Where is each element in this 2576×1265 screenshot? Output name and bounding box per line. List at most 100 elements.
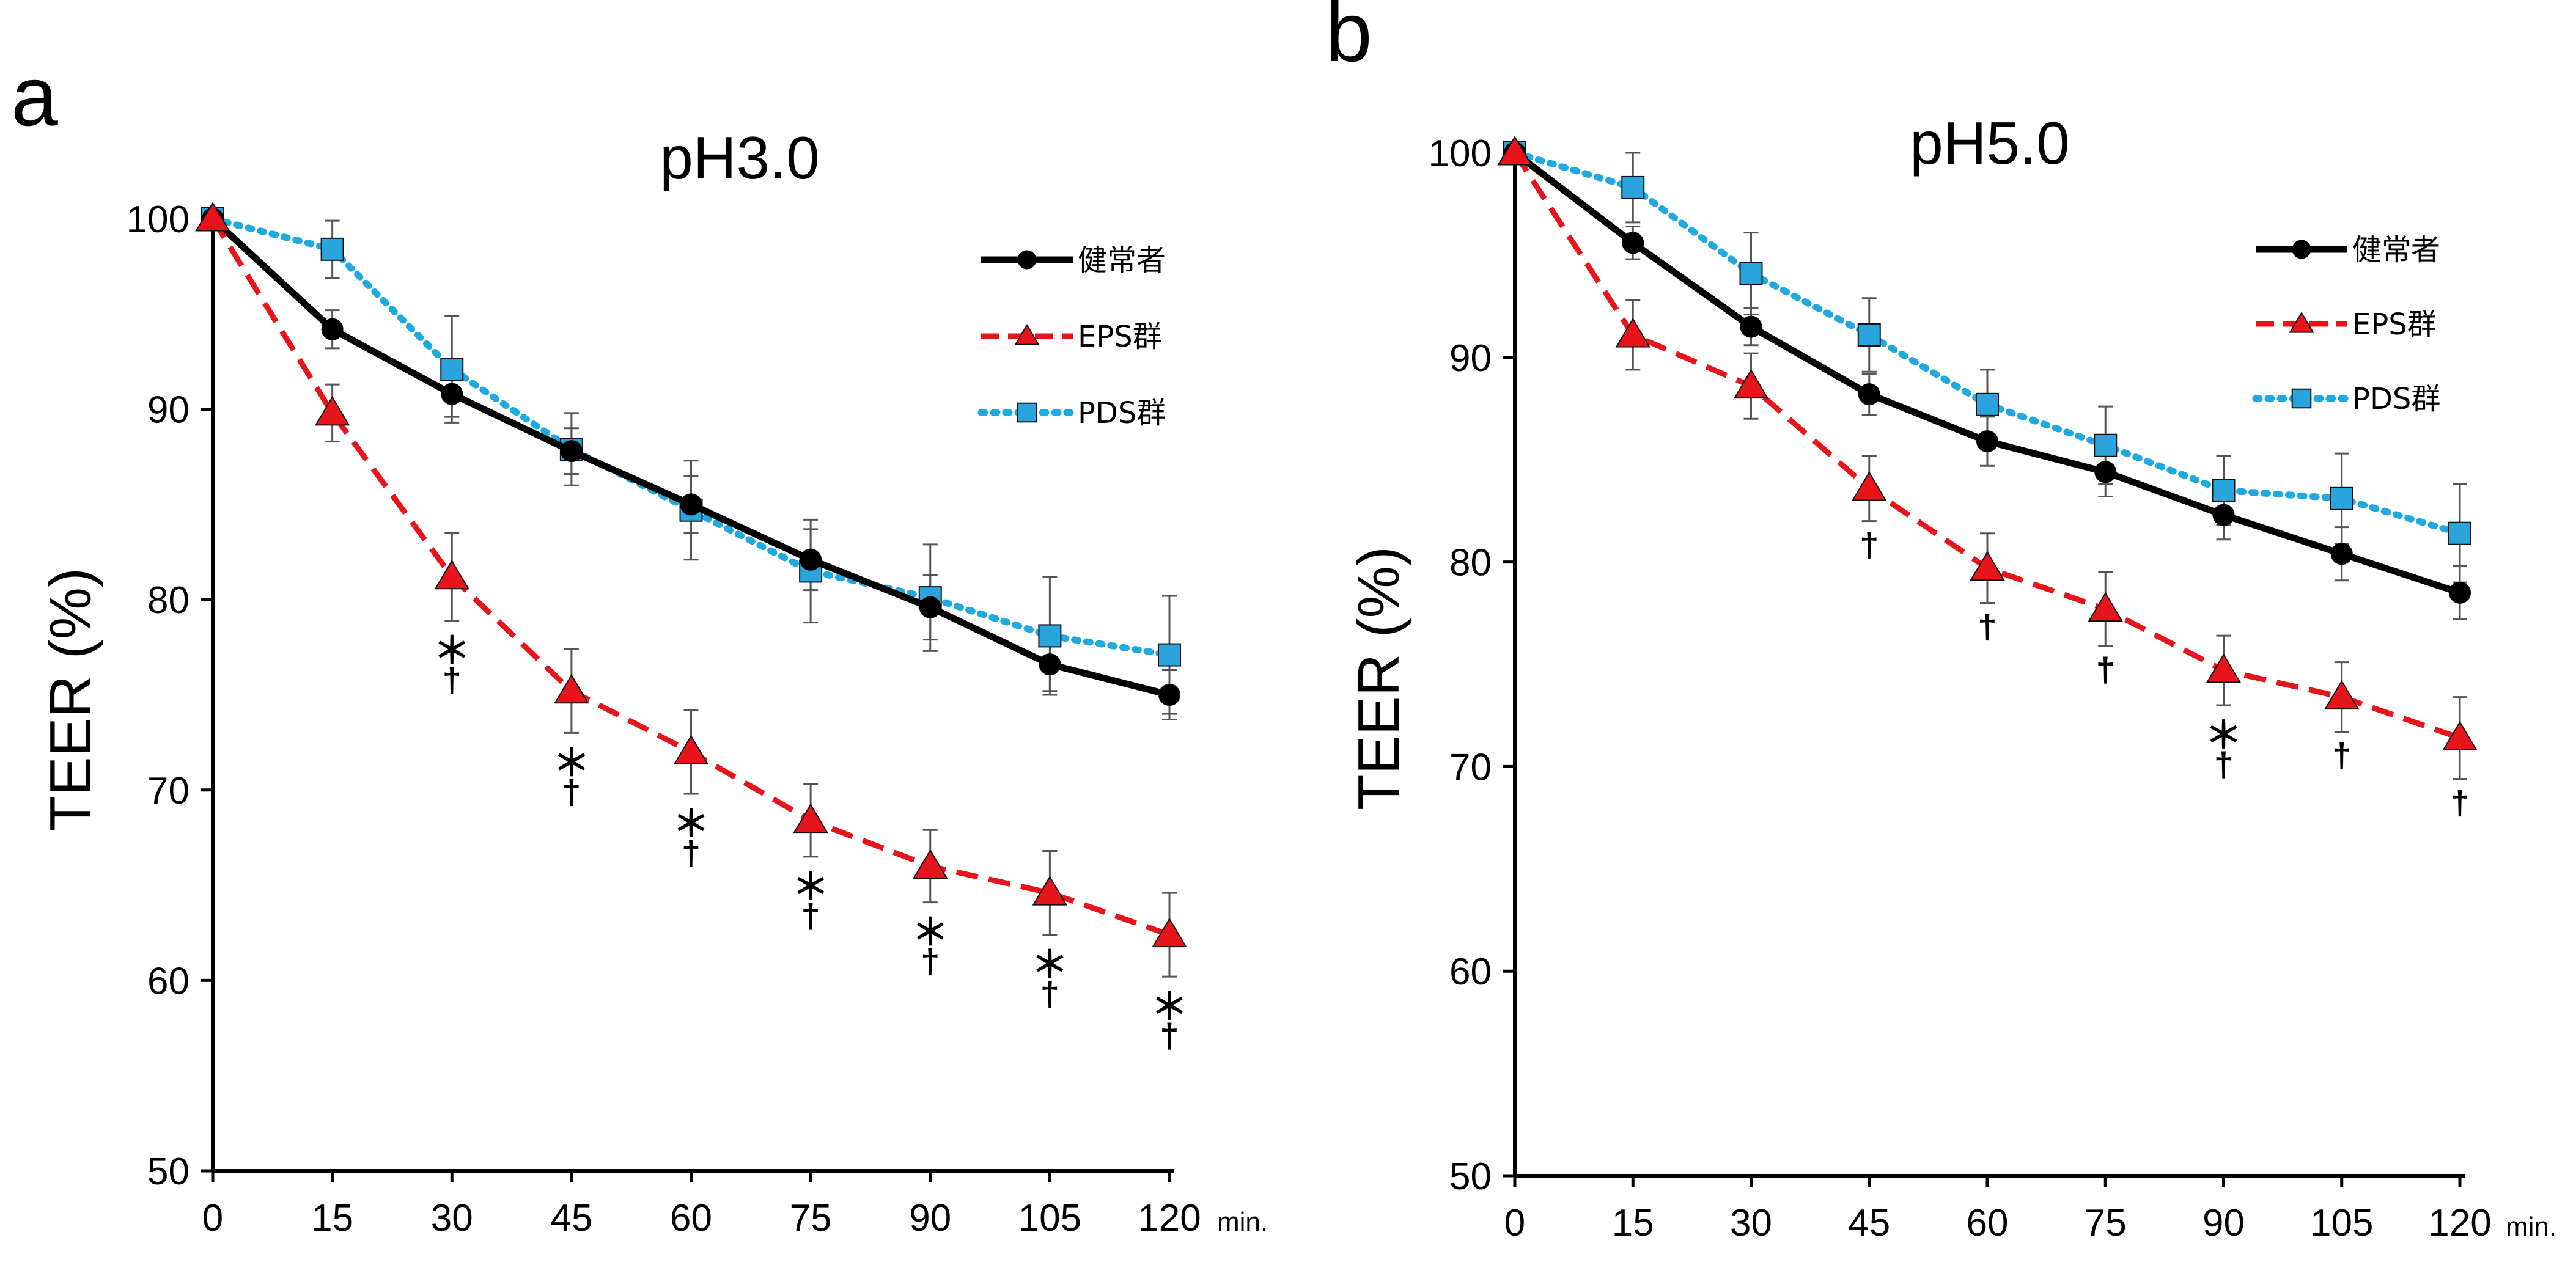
panel-b-healthy-point <box>1740 315 1762 338</box>
panel-b-legend-pds-label: PDS群 <box>2352 382 2440 416</box>
panel-a-y-tick-label: 60 <box>147 960 190 1002</box>
panel-b-pds-point <box>2330 486 2353 510</box>
panel-b-eps-point <box>1733 369 1769 399</box>
panel-b-eps-point <box>1615 318 1651 348</box>
panel-a-pds-point <box>1158 643 1181 667</box>
panel-b-healthy-point <box>2449 581 2471 604</box>
panel-a-asterisk-annotation: ＊ <box>1151 986 1188 1027</box>
panel-b-healthy-point <box>1858 383 1880 406</box>
panel-a-x-tick-label: 120 <box>1138 1197 1201 1239</box>
panel-b-x-tick-label: 45 <box>1848 1202 1890 1244</box>
panel-b-x-tick-label: 15 <box>1612 1202 1654 1244</box>
panel-b-eps-point <box>2442 721 2478 751</box>
panel-b-x-tick-label: 90 <box>2202 1202 2245 1244</box>
panel-a-legend-eps-marker <box>1014 323 1040 345</box>
panel-b-ylabel: TEER (%) <box>1346 546 1411 810</box>
panel-a-eps-point <box>314 395 350 426</box>
panel-a-dagger-annotation: † <box>1040 975 1059 1013</box>
panel-b-pds-point <box>2448 521 2471 545</box>
panel-b-dagger-annotation: † <box>2096 650 2115 689</box>
panel-b-eps-point <box>1970 551 2005 581</box>
panel-b-y-tick-label: 60 <box>1449 951 1492 993</box>
panel-a-y-tick-label: 80 <box>147 579 190 622</box>
panel-a-healthy-point <box>560 440 583 463</box>
panel-a-eps-point <box>912 849 948 879</box>
panel-b-x-unit-label: min. <box>2506 1212 2556 1242</box>
panel-a-asterisk-annotation: ＊ <box>912 912 949 953</box>
panel-b-healthy-point <box>1976 430 1998 453</box>
panel-a-healthy-point <box>680 493 702 516</box>
panel-b-y-tick-label: 100 <box>1429 133 1492 175</box>
panel-b-pds-point <box>1739 262 1763 285</box>
panel-a-eps-point <box>673 735 709 765</box>
panel-b-x-tick-label: 0 <box>1504 1202 1525 1244</box>
panel-a-healthy-point <box>1158 684 1180 706</box>
panel-b-dagger-annotation: † <box>2332 736 2351 774</box>
panel-a-pds-point <box>320 237 344 261</box>
panel-b-pds-point <box>2094 433 2118 457</box>
panel-b-x-tick-label: 120 <box>2428 1202 2491 1244</box>
panel-a-asterisk-annotation: ＊ <box>792 867 829 908</box>
panel-a-legend-healthy-label: 健常者 <box>1078 243 1166 277</box>
panel-a-dagger-annotation: † <box>562 772 581 811</box>
panel-a-asterisk-annotation: ＊ <box>433 630 470 671</box>
panel-b-eps-point <box>2206 653 2242 683</box>
panel-b-legend-healthy-label: 健常者 <box>2352 233 2440 267</box>
panel-b-title: pH5.0 <box>1910 109 2070 177</box>
panel-a-dagger-annotation: † <box>682 834 701 872</box>
panel-b-eps-point <box>1497 136 1533 166</box>
panel-a-legend-pds-marker <box>1017 402 1037 423</box>
panel-b-healthy-point <box>1622 232 1644 254</box>
panel-a-x-tick-label: 30 <box>431 1197 473 1239</box>
panel-a-healthy-point <box>1039 653 1061 676</box>
panel-a-dagger-annotation: † <box>801 897 820 935</box>
panel-a-healthy-point <box>441 383 463 405</box>
panel-a-legend-healthy-marker <box>1017 250 1037 270</box>
panel-b-x-tick-label: 60 <box>1967 1202 2009 1244</box>
panel-a-healthy-point <box>800 548 822 571</box>
panel-a-label: a <box>11 50 58 144</box>
panel-a-ylabel: TEER (%) <box>38 568 103 832</box>
panel-b-legend-healthy-marker <box>2292 240 2311 259</box>
panel-b-y-tick-label: 80 <box>1449 542 1492 584</box>
panel-b-x-tick-label: 75 <box>2085 1202 2127 1244</box>
panel-a-pds-point <box>1038 624 1062 648</box>
panel-b-asterisk-annotation: ＊ <box>2206 715 2242 756</box>
panel-a-eps-point <box>195 202 230 232</box>
panel-b-dagger-annotation: † <box>1860 526 1879 564</box>
panel-b-x-tick-label: 30 <box>1730 1202 1772 1244</box>
panel-a-dagger-annotation: † <box>921 942 940 981</box>
panel-a-eps-point <box>434 559 470 590</box>
panel-a-pds-series-line <box>209 215 1173 659</box>
panel-b-y-tick-label: 90 <box>1449 337 1492 380</box>
panel-a-x-tick-label: 45 <box>550 1197 592 1239</box>
panel-a-y-tick-label: 100 <box>127 199 190 241</box>
panel-b-legend-eps-marker <box>2289 311 2314 333</box>
panel-a-eps-point <box>554 673 589 704</box>
panel-a-x-tick-label: 0 <box>202 1197 223 1239</box>
panel-a-legend-pds-label: PDS群 <box>1078 396 1166 430</box>
panel-a-dagger-annotation: † <box>1160 1016 1179 1055</box>
panel-a-x-tick-label: 60 <box>670 1197 712 1239</box>
panel-b-eps-point <box>1851 471 1887 501</box>
panel-b-pds-point <box>1621 175 1645 199</box>
panel-b-pds-point <box>2212 479 2236 502</box>
panel-a-x-tick-label: 75 <box>790 1197 832 1239</box>
panel-a-x-tick-label: 105 <box>1018 1197 1081 1239</box>
panel-b-eps-point <box>2324 680 2360 710</box>
panel-a-title: pH3.0 <box>660 124 820 191</box>
panel-a-eps-point <box>793 803 828 834</box>
panel-a-y-tick-label: 90 <box>147 389 190 431</box>
panel-a-asterisk-annotation: ＊ <box>1031 945 1068 986</box>
panel-a-healthy-series-line <box>210 216 1171 698</box>
panel-b-label: b <box>1325 0 1372 79</box>
panel-a-dagger-annotation: † <box>443 660 462 698</box>
panel-a-y-tick-label: 70 <box>147 770 190 812</box>
panel-b-dagger-annotation: † <box>1978 607 1996 646</box>
panel-a-y-tick-label: 50 <box>147 1151 190 1193</box>
panel-a-eps-point <box>1032 876 1068 906</box>
panel-a-x-unit-label: min. <box>1217 1207 1268 1237</box>
panel-a-asterisk-annotation: ＊ <box>553 743 590 783</box>
